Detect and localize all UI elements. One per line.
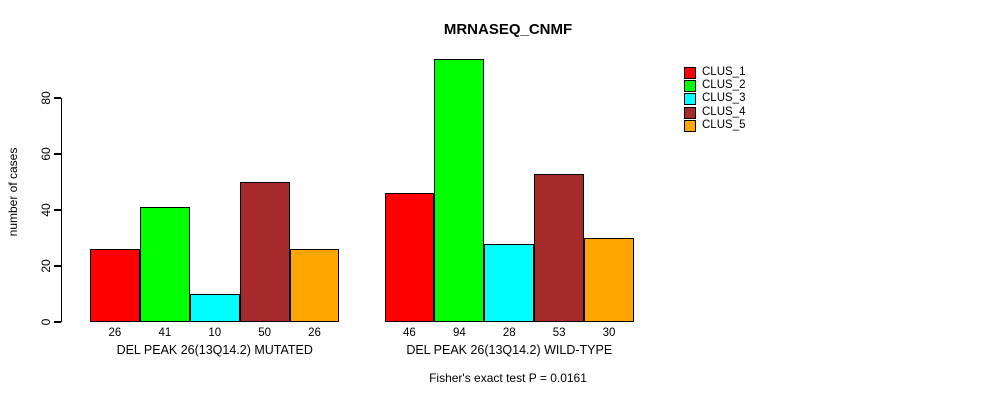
y-axis-tick [54,153,61,155]
legend-label: CLUS_2 [702,79,746,92]
legend-label: CLUS_3 [702,92,746,105]
bar-clus_1-group2 [384,193,435,322]
bar-clus_3-group1 [189,294,240,322]
bar-value-label: 10 [208,327,222,339]
group-label: DEL PEAK 26(13Q14.2) MUTATED [116,343,313,357]
group-label: DEL PEAK 26(13Q14.2) WILD-TYPE [406,343,613,357]
y-axis-tick-label: 40 [39,203,53,217]
y-axis-tick [54,265,61,267]
bar-value-label: 46 [403,327,416,339]
legend-swatch-clus_1 [684,67,696,79]
y-axis-tick-label: 80 [39,91,53,105]
legend-swatch-clus_4 [684,106,696,119]
bar-clus_4-group1 [239,182,290,322]
bar-clus_5-group1 [289,249,340,322]
bar-value-label: 26 [108,327,122,339]
annotation-text: Fisher's exact test P = 0.0161 [429,371,587,385]
y-axis-tick [54,97,61,99]
legend-label: CLUS_5 [702,118,746,131]
bar-value-label: 50 [258,327,272,339]
bar-clus_2-group1 [139,207,190,322]
y-axis-label: number of cases [6,147,20,237]
bar-value-label: 94 [452,327,466,339]
bar-clus_4-group2 [534,173,585,322]
legend-swatch-clus_3 [684,93,696,106]
bar-value-label: 28 [502,327,516,339]
bar-value-label: 30 [602,327,616,339]
legend-swatch-clus_5 [684,119,696,132]
bar-value-label: 41 [158,327,172,339]
bar-clus_3-group2 [484,243,535,322]
y-axis-tick [54,321,61,323]
y-axis-tick-label: 60 [39,147,53,161]
bar-clus_2-group2 [434,58,485,322]
bar-clus_5-group2 [584,238,634,322]
bar-clus_1-group1 [90,249,140,322]
legend-swatch-clus_2 [684,80,696,93]
y-axis-tick-label: 0 [39,318,53,326]
legend-label: CLUS_1 [702,66,746,78]
chart-title: MRNASEQ_CNMF [443,21,573,38]
bar-value-label: 26 [308,327,321,339]
y-axis-tick [54,209,61,211]
legend-label: CLUS_4 [702,105,746,118]
y-axis-tick-label: 20 [39,259,53,273]
y-axis-line [60,98,62,322]
bar-value-label: 53 [552,327,566,339]
